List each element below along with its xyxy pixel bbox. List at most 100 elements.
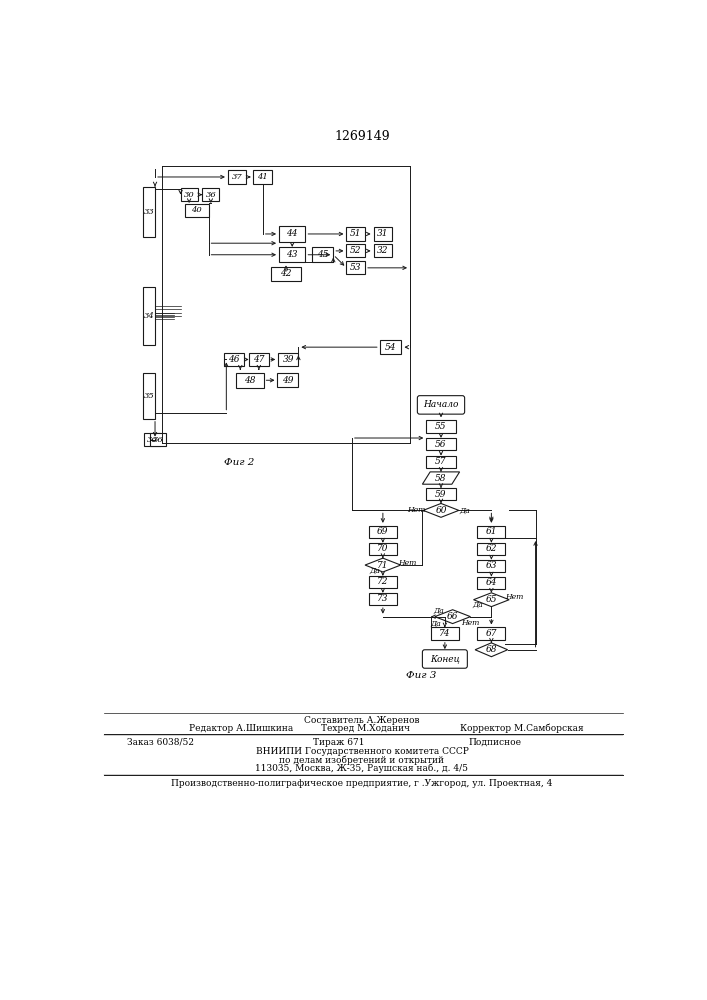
Bar <box>253 170 272 184</box>
Bar <box>224 353 244 366</box>
Text: 33: 33 <box>144 208 154 216</box>
Text: Техред М.Ходанич: Техред М.Ходанич <box>321 724 410 733</box>
Text: 70: 70 <box>377 544 389 553</box>
Text: Редактор А.Шишкина: Редактор А.Шишкина <box>189 724 293 733</box>
Polygon shape <box>435 610 470 624</box>
Text: 53: 53 <box>350 263 361 272</box>
Bar <box>143 287 155 345</box>
Bar <box>346 244 365 257</box>
Bar <box>369 526 397 538</box>
Bar <box>477 577 506 589</box>
Text: 44: 44 <box>286 229 298 238</box>
Text: 43: 43 <box>286 250 298 259</box>
FancyBboxPatch shape <box>422 650 467 668</box>
Text: 59: 59 <box>436 490 447 499</box>
Polygon shape <box>365 558 401 572</box>
Text: Подписное: Подписное <box>468 738 521 747</box>
Text: 36: 36 <box>146 436 157 444</box>
Text: Нет: Нет <box>407 506 426 514</box>
FancyBboxPatch shape <box>417 396 464 414</box>
Text: 36: 36 <box>206 191 216 199</box>
Text: Нет: Нет <box>461 619 479 627</box>
Text: 36: 36 <box>153 436 163 444</box>
Text: Составитель А.Жеренов: Составитель А.Жеренов <box>304 716 420 725</box>
Text: 37: 37 <box>232 173 243 181</box>
Text: 66: 66 <box>447 612 458 621</box>
Bar <box>180 188 198 201</box>
Text: 61: 61 <box>486 527 497 536</box>
Text: 65: 65 <box>486 595 497 604</box>
Text: 56: 56 <box>436 440 447 449</box>
Text: Да: Да <box>430 620 441 628</box>
Bar <box>346 261 365 274</box>
Bar <box>249 353 269 366</box>
Bar <box>277 373 298 387</box>
Bar <box>373 244 392 257</box>
Bar <box>426 488 456 500</box>
Text: 68: 68 <box>486 645 497 654</box>
Text: Фиг 2: Фиг 2 <box>224 458 255 467</box>
Text: Да: Да <box>459 506 469 514</box>
Text: 1269149: 1269149 <box>334 130 390 143</box>
Text: ВНИИПИ Государственного комитета СССР: ВНИИПИ Государственного комитета СССР <box>255 747 469 756</box>
Polygon shape <box>475 643 508 657</box>
Bar <box>477 560 506 572</box>
Bar <box>151 433 166 446</box>
Text: 57: 57 <box>436 457 447 466</box>
Bar <box>143 187 155 237</box>
Bar <box>369 543 397 555</box>
Bar <box>202 188 219 201</box>
Text: Да: Да <box>472 601 483 609</box>
Text: 48: 48 <box>244 376 255 385</box>
Text: Заказ 6038/52: Заказ 6038/52 <box>127 738 194 747</box>
Text: 39: 39 <box>283 355 294 364</box>
Text: 67: 67 <box>486 629 497 638</box>
Text: 34: 34 <box>144 312 154 320</box>
Text: 31: 31 <box>377 229 389 238</box>
Text: 46: 46 <box>228 355 240 364</box>
Text: 30: 30 <box>184 191 194 199</box>
Text: 63: 63 <box>486 561 497 570</box>
Text: 113035, Москва, Ж-35, Раушская наб., д. 4/5: 113035, Москва, Ж-35, Раушская наб., д. … <box>255 764 469 773</box>
Text: 54: 54 <box>385 343 397 352</box>
Bar <box>380 340 402 354</box>
Text: Корректор М.Самборская: Корректор М.Самборская <box>460 724 584 733</box>
Bar <box>477 627 506 640</box>
Bar <box>235 373 264 388</box>
Bar <box>279 353 298 366</box>
Text: 71: 71 <box>377 561 389 570</box>
Bar <box>346 227 365 241</box>
Text: 45: 45 <box>317 250 328 259</box>
Bar <box>271 267 300 281</box>
Polygon shape <box>474 593 509 607</box>
Text: 55: 55 <box>436 422 447 431</box>
Text: 72: 72 <box>377 578 389 586</box>
Bar <box>426 420 456 433</box>
Bar <box>373 227 392 241</box>
Polygon shape <box>422 472 460 484</box>
Text: 52: 52 <box>350 246 361 255</box>
Bar <box>228 170 247 184</box>
Text: Производственно-полиграфическое предприятие, г .Ужгород, ул. Проектная, 4: Производственно-полиграфическое предприя… <box>171 779 553 788</box>
Text: 47: 47 <box>253 355 264 364</box>
Bar <box>477 526 506 538</box>
Bar <box>426 456 456 468</box>
Text: Начало: Начало <box>423 400 459 409</box>
Bar <box>143 373 155 419</box>
Text: 32: 32 <box>377 246 389 255</box>
Text: 42: 42 <box>280 269 292 278</box>
Text: 41: 41 <box>257 173 268 181</box>
Bar <box>312 247 333 262</box>
Text: Да: Да <box>370 567 380 575</box>
Bar <box>477 543 506 555</box>
Bar <box>144 433 160 446</box>
Bar <box>369 576 397 588</box>
Text: 74: 74 <box>439 629 450 638</box>
Text: по делам изобретений и открытий: по делам изобретений и открытий <box>279 755 445 765</box>
Text: 62: 62 <box>486 544 497 553</box>
Bar <box>279 247 305 262</box>
Text: 73: 73 <box>377 594 389 603</box>
Text: 51: 51 <box>350 229 361 238</box>
Text: Нет: Нет <box>506 593 524 601</box>
Bar <box>279 226 305 242</box>
